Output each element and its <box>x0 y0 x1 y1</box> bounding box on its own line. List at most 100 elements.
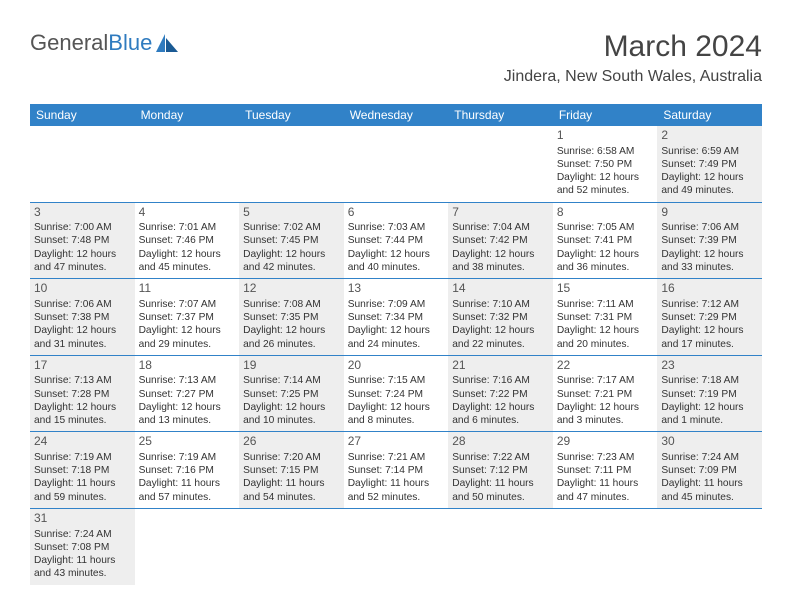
calendar-week: 17Sunrise: 7:13 AMSunset: 7:28 PM Dayligh… <box>30 355 762 432</box>
day2-line: and 59 minutes. <box>34 491 131 504</box>
day1-line: Daylight: 11 hours <box>243 477 340 490</box>
day2-line: and 20 minutes. <box>557 338 654 351</box>
sunset-line: Sunset: 7:12 PM <box>452 464 549 477</box>
day2-line: and 1 minute. <box>661 414 758 427</box>
calendar-body: 1Sunrise: 6:58 AMSunset: 7:50 PMDaylight… <box>30 126 762 585</box>
day-number: 29 <box>557 434 654 450</box>
sunset-line: Sunset: 7:28 PM <box>34 388 131 401</box>
day1-line: Daylight: 12 hours <box>243 401 340 414</box>
calendar-cell: 5Sunrise: 7:02 AMSunset: 7:45 PMDaylight… <box>239 202 344 279</box>
day-number: 1 <box>557 128 654 144</box>
sunset-line: Sunset: 7:11 PM <box>557 464 654 477</box>
sunrise-line: Sunrise: 7:16 AM <box>452 374 549 387</box>
calendar-table: Sunday Monday Tuesday Wednesday Thursday… <box>30 104 762 585</box>
day2-line: and 43 minutes. <box>34 567 131 580</box>
calendar-cell: 16Sunrise: 7:12 AMSunset: 7:29 PMDayligh… <box>657 279 762 356</box>
day1-line: Daylight: 11 hours <box>557 477 654 490</box>
sunset-line: Sunset: 7:50 PM <box>557 158 654 171</box>
day2-line: and 52 minutes. <box>348 491 445 504</box>
sunset-line: Sunset: 7:39 PM <box>661 234 758 247</box>
day-number: 15 <box>557 281 654 297</box>
day2-line: and 42 minutes. <box>243 261 340 274</box>
day-header: Thursday <box>448 104 553 126</box>
sunrise-line: Sunrise: 7:01 AM <box>139 221 236 234</box>
calendar-cell: 23Sunrise: 7:18 AMSunset: 7:19 PMDayligh… <box>657 355 762 432</box>
day-header: Sunday <box>30 104 135 126</box>
day2-line: and 45 minutes. <box>139 261 236 274</box>
day2-line: and 40 minutes. <box>348 261 445 274</box>
sunset-line: Sunset: 7:29 PM <box>661 311 758 324</box>
calendar-cell: 21Sunrise: 7:16 AMSunset: 7:22 PMDayligh… <box>448 355 553 432</box>
sunset-line: Sunset: 7:21 PM <box>557 388 654 401</box>
day1-line: Daylight: 12 hours <box>661 401 758 414</box>
sunset-line: Sunset: 7:49 PM <box>661 158 758 171</box>
calendar-cell: 30Sunrise: 7:24 AMSunset: 7:09 PMDayligh… <box>657 432 762 509</box>
sunrise-line: Sunrise: 7:19 AM <box>139 451 236 464</box>
day2-line: and 22 minutes. <box>452 338 549 351</box>
sunrise-line: Sunrise: 7:13 AM <box>34 374 131 387</box>
sunset-line: Sunset: 7:09 PM <box>661 464 758 477</box>
day2-line: and 13 minutes. <box>139 414 236 427</box>
day-number: 3 <box>34 205 131 221</box>
calendar-cell <box>30 126 135 202</box>
sunset-line: Sunset: 7:41 PM <box>557 234 654 247</box>
day-number: 23 <box>661 358 758 374</box>
logo-sail-icon <box>156 34 180 54</box>
day1-line: Daylight: 12 hours <box>557 248 654 261</box>
calendar-cell <box>657 508 762 584</box>
sunrise-line: Sunrise: 7:17 AM <box>557 374 654 387</box>
day1-line: Daylight: 12 hours <box>661 171 758 184</box>
sunrise-line: Sunrise: 7:23 AM <box>557 451 654 464</box>
calendar-cell: 19Sunrise: 7:14 AMSunset: 7:25 PMDayligh… <box>239 355 344 432</box>
logo-part1: General <box>30 30 108 55</box>
calendar-cell: 13Sunrise: 7:09 AMSunset: 7:34 PMDayligh… <box>344 279 449 356</box>
sunrise-line: Sunrise: 7:21 AM <box>348 451 445 464</box>
day-number: 7 <box>452 205 549 221</box>
sunrise-line: Sunrise: 6:59 AM <box>661 145 758 158</box>
sunrise-line: Sunrise: 7:06 AM <box>661 221 758 234</box>
day2-line: and 17 minutes. <box>661 338 758 351</box>
sunrise-line: Sunrise: 7:15 AM <box>348 374 445 387</box>
calendar-cell: 17Sunrise: 7:13 AMSunset: 7:28 PMDayligh… <box>30 355 135 432</box>
sunset-line: Sunset: 7:46 PM <box>139 234 236 247</box>
day1-line: Daylight: 12 hours <box>243 324 340 337</box>
sunset-line: Sunset: 7:08 PM <box>34 541 131 554</box>
calendar-cell <box>553 508 658 584</box>
calendar-week: 24Sunrise: 7:19 AMSunset: 7:18 PMDayligh… <box>30 432 762 509</box>
day2-line: and 38 minutes. <box>452 261 549 274</box>
calendar-cell: 22Sunrise: 7:17 AMSunset: 7:21 PMDayligh… <box>553 355 658 432</box>
day-number: 27 <box>348 434 445 450</box>
calendar-cell: 27Sunrise: 7:21 AMSunset: 7:14 PMDayligh… <box>344 432 449 509</box>
day-number: 8 <box>557 205 654 221</box>
calendar-cell: 24Sunrise: 7:19 AMSunset: 7:18 PMDayligh… <box>30 432 135 509</box>
day2-line: and 50 minutes. <box>452 491 549 504</box>
day-number: 17 <box>34 358 131 374</box>
day2-line: and 36 minutes. <box>557 261 654 274</box>
calendar-cell: 8Sunrise: 7:05 AMSunset: 7:41 PMDaylight… <box>553 202 658 279</box>
day1-line: Daylight: 12 hours <box>557 171 654 184</box>
day1-line: Daylight: 12 hours <box>348 324 445 337</box>
day-number: 2 <box>661 128 758 144</box>
day1-line: Daylight: 12 hours <box>557 324 654 337</box>
day-number: 25 <box>139 434 236 450</box>
day1-line: Daylight: 12 hours <box>348 401 445 414</box>
day-number: 26 <box>243 434 340 450</box>
day1-line: Daylight: 12 hours <box>348 248 445 261</box>
calendar-cell: 26Sunrise: 7:20 AMSunset: 7:15 PMDayligh… <box>239 432 344 509</box>
calendar-week: 31Sunrise: 7:24 AMSunset: 7:08 PMDayligh… <box>30 508 762 584</box>
calendar-cell: 9Sunrise: 7:06 AMSunset: 7:39 PMDaylight… <box>657 202 762 279</box>
calendar-cell: 12Sunrise: 7:08 AMSunset: 7:35 PMDayligh… <box>239 279 344 356</box>
sunset-line: Sunset: 7:27 PM <box>139 388 236 401</box>
header: GeneralBlue March 2024 Jindera, New Sout… <box>0 0 792 94</box>
day1-line: Daylight: 12 hours <box>452 324 549 337</box>
day2-line: and 15 minutes. <box>34 414 131 427</box>
day2-line: and 24 minutes. <box>348 338 445 351</box>
day1-line: Daylight: 12 hours <box>661 248 758 261</box>
day1-line: Daylight: 11 hours <box>34 477 131 490</box>
sunrise-line: Sunrise: 7:06 AM <box>34 298 131 311</box>
day2-line: and 33 minutes. <box>661 261 758 274</box>
calendar-cell: 18Sunrise: 7:13 AMSunset: 7:27 PMDayligh… <box>135 355 240 432</box>
sunset-line: Sunset: 7:35 PM <box>243 311 340 324</box>
sunset-line: Sunset: 7:38 PM <box>34 311 131 324</box>
sunrise-line: Sunrise: 7:14 AM <box>243 374 340 387</box>
